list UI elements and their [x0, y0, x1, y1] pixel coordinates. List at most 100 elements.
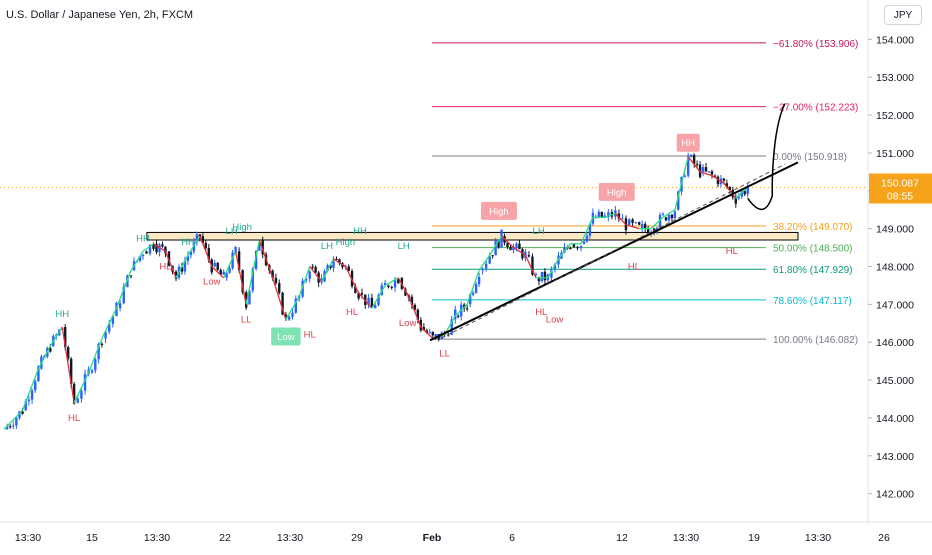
price-tag-box [869, 173, 932, 204]
x-tick-label: 13:30 [805, 532, 831, 544]
candle-body [186, 255, 190, 261]
candle-body [695, 164, 699, 166]
candle-body [222, 271, 225, 275]
y-tick-label: 153.000 [876, 72, 914, 84]
structure-segment [142, 243, 154, 252]
candle-body [258, 243, 261, 251]
candle-body [231, 252, 234, 269]
candle-body [537, 277, 541, 282]
candle-body [617, 213, 621, 219]
structure-segment [513, 247, 526, 256]
y-tick-label: 148.000 [876, 262, 914, 274]
candle-body [234, 246, 237, 253]
candle-body [509, 246, 512, 251]
candle-body [37, 366, 40, 382]
candle-body [122, 287, 125, 304]
structure-segment [625, 224, 640, 230]
candle-body [183, 260, 187, 272]
candle-body [553, 264, 557, 269]
candle-body [111, 316, 115, 324]
structure-segment [524, 254, 537, 279]
structure-segment [344, 266, 360, 294]
candle-body [465, 308, 469, 310]
candle-body [488, 256, 491, 264]
candle-body [425, 330, 429, 333]
candle-body [631, 219, 634, 223]
structure-segment [662, 209, 676, 218]
structure-segment [73, 372, 90, 404]
candle-body [728, 186, 732, 190]
candle-body [64, 327, 67, 348]
candle-body [550, 268, 553, 278]
candle-body [237, 251, 241, 271]
candle-body [643, 224, 647, 230]
x-tick-label: 19 [748, 532, 760, 544]
structure-segment [258, 239, 274, 279]
swing-label: LH [398, 241, 410, 252]
candle-body [646, 229, 650, 235]
structure-segment [61, 326, 75, 403]
structure-segment [115, 270, 132, 309]
swing-label-box [676, 133, 700, 152]
candle-body [468, 294, 472, 305]
candle-body [588, 223, 592, 236]
candle-body [100, 343, 104, 345]
candle-body [531, 256, 534, 275]
candle-body [180, 266, 184, 272]
candle-body [497, 240, 500, 248]
structure-segment [604, 212, 616, 218]
y-tick-label: 152.000 [876, 110, 914, 122]
y-tick-label: 144.000 [876, 413, 914, 425]
candle-body [670, 214, 674, 219]
x-tick-label: 15 [86, 532, 98, 544]
structure-segment [699, 171, 713, 177]
candle-body [357, 292, 360, 299]
candle-body [413, 304, 417, 310]
swing-label: LL [439, 348, 450, 359]
structure-segment [687, 156, 701, 173]
structure-segment [21, 368, 40, 411]
candle-body [677, 191, 680, 210]
swing-label: HL [304, 330, 316, 341]
candle-body [597, 211, 601, 218]
structure-segment [547, 258, 560, 279]
fib-level-label: 100.00% (146.082) [773, 335, 858, 346]
x-tick-label: 12 [616, 532, 628, 544]
candle-body [569, 247, 572, 249]
swing-label-box [271, 327, 301, 346]
candle-body [667, 214, 671, 221]
swing-label: LL [241, 314, 252, 325]
candle-body [692, 154, 696, 165]
candle-body [689, 154, 693, 157]
swing-label: High [336, 237, 356, 248]
swing-label: HL [68, 413, 80, 424]
candle-body [354, 286, 357, 293]
candle-body [506, 242, 509, 247]
structure-segment [614, 213, 627, 226]
candle-body [585, 235, 589, 242]
candle-body [673, 211, 677, 219]
candle-body [332, 260, 335, 269]
fib-level-label: 50.00% (148.500) [773, 244, 853, 255]
candle-body [335, 258, 338, 260]
candle-body [198, 234, 202, 238]
candle-body [701, 167, 705, 172]
candle-body [367, 297, 370, 305]
candle-body [370, 297, 374, 308]
x-tick-label: 13:30 [673, 532, 699, 544]
candle-body [311, 266, 314, 268]
candle-body [271, 270, 274, 278]
candle-body [145, 251, 148, 254]
candle-body [582, 241, 586, 244]
candle-body [419, 319, 423, 331]
candle-body [710, 171, 714, 175]
structure-segment [711, 175, 725, 184]
structure-segment [580, 217, 594, 245]
demand-zone [146, 231, 799, 241]
currency-button[interactable]: JPY [884, 5, 922, 25]
candle-body [27, 399, 31, 402]
swing-label: HH [681, 138, 695, 149]
x-tick-label: 13:30 [277, 532, 303, 544]
